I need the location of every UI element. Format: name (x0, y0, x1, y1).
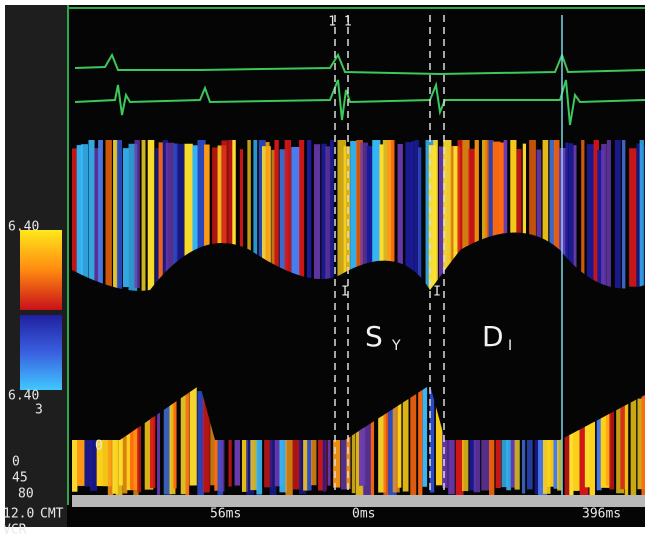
doppler-stripe (423, 384, 428, 487)
color-scale-negative (20, 315, 62, 390)
doppler-stripe (325, 146, 330, 289)
time-marker: 0ms (352, 507, 375, 522)
time-marker: 56ms (210, 507, 241, 522)
velocity-max: 6.40 (8, 220, 39, 235)
event-marker: I (433, 285, 441, 300)
cursor-label: 1 1 (328, 15, 351, 30)
doppler-stripe (625, 393, 629, 498)
doppler-stripe (615, 133, 621, 293)
doppler-stripe (307, 134, 311, 288)
doppler-stripe (134, 137, 139, 288)
doppler-stripe (418, 388, 422, 499)
mode-label: VCR (3, 523, 27, 538)
doppler-stripe (581, 134, 584, 286)
doppler-stripe (142, 138, 146, 299)
doppler-stripe (299, 132, 304, 287)
doppler-stripe (433, 136, 438, 287)
doppler-stripe (291, 147, 300, 294)
color-scale-positive (20, 230, 62, 310)
ultrasound-screen: 1 1 6.40 6.40 3 0 45 80 12.0 CMT VCR 56m… (0, 0, 646, 541)
doppler-stripe (106, 135, 112, 292)
doppler-stripe (418, 147, 421, 288)
doppler-stripe (344, 146, 351, 288)
scale-label: 80 (18, 487, 34, 502)
doppler-stripe (159, 142, 163, 289)
doppler-stripe (190, 381, 197, 486)
doppler-stripe (314, 144, 320, 293)
time-strip (72, 495, 645, 507)
doppler-stripe (587, 144, 595, 300)
doppler-stripe (148, 139, 155, 298)
doppler-stripe (641, 388, 646, 497)
event-label: D (482, 320, 504, 353)
event-label: S (365, 320, 383, 353)
doppler-stripe (274, 132, 278, 286)
doppler-stripe (350, 141, 357, 288)
doppler-stripe (640, 132, 644, 294)
doppler-stripe (398, 395, 402, 488)
scale-label: 0 (12, 455, 20, 470)
event-subscript: Y (391, 338, 401, 354)
doppler-stripe (330, 130, 334, 294)
doppler-stripe (285, 140, 291, 289)
depth-label: 12.0 (3, 507, 34, 522)
zero-label: 0 (95, 439, 103, 454)
depth-unit: CMT (40, 507, 64, 522)
time-marker: 396ms (582, 507, 621, 522)
scale-label: 45 (12, 471, 28, 486)
doppler-stripe (88, 132, 94, 286)
doppler-stripe (123, 148, 129, 287)
doppler-stripe (98, 139, 103, 286)
velocity-min: 6.40 (8, 389, 39, 404)
doppler-stripe (403, 391, 409, 492)
gain-label: 3 (35, 403, 43, 418)
doppler-stripe (117, 136, 122, 294)
doppler-stripe (186, 382, 190, 500)
doppler-stripe (629, 148, 636, 286)
doppler-stripe (410, 394, 416, 499)
event-marker: I (341, 285, 349, 300)
doppler-stripe (622, 134, 625, 290)
doppler-stripe (601, 144, 607, 293)
doppler-stripe (607, 132, 611, 297)
doppler-stripe (631, 393, 637, 498)
event-subscript: I (508, 338, 512, 354)
